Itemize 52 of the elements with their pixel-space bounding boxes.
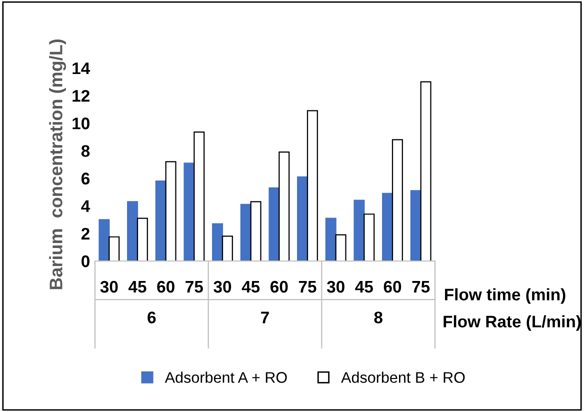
x-tick-label: 60 [384,280,402,293]
x-axis-title: Flow time (min) [445,288,566,304]
bar [194,132,205,261]
x-tick-label: 45 [128,281,146,293]
text: 6 [148,312,156,324]
x-tick-label: 30 [326,280,344,293]
bar [155,180,166,261]
bar [354,200,365,261]
x-tick-label: 30 [214,280,232,293]
bar [212,223,224,261]
x-tick-label: 75 [412,281,430,293]
y-tick-label: 6 [81,172,90,184]
text: 8 [374,312,382,324]
bar [108,236,120,261]
y-tick-label: 0 [82,255,90,268]
x-tick-label: 75 [186,281,203,293]
y-tick-label: 4 [81,200,90,212]
bar [165,161,176,261]
bar [325,218,336,261]
bar [306,110,318,261]
bar [222,236,233,261]
bar [250,201,262,261]
bar [382,192,394,261]
bar [184,162,195,261]
bar [392,139,403,261]
y-tick-label: 12 [72,90,90,102]
x-tick-label: 45 [242,281,260,293]
bar [240,204,252,261]
legend-label: Adsorbent B + RO [341,372,465,383]
bar [98,219,110,261]
y-tick-label: 10 [72,118,90,130]
bar [136,218,148,261]
text: Flow Rate (L/min) [444,315,581,331]
bar [278,152,290,261]
bar [127,201,138,261]
bar [297,176,308,261]
y-tick-label: 2 [81,228,90,240]
bar [268,187,280,261]
y-axis-title: Barium concentration (mg/L) [49,39,66,290]
x-tick-label: 45 [355,281,373,293]
x-tick-label: 75 [298,281,316,293]
x-tick-label: 60 [270,280,288,293]
y-tick-label: 8 [81,145,90,157]
x-tick-label: 60 [157,280,174,293]
bar [420,81,432,261]
x-tick-label: 30 [100,280,118,293]
legend-label: Adsorbent A + RO [164,372,287,383]
bar [335,234,346,261]
bar [410,190,422,261]
bar [364,214,375,261]
text: 7 [261,312,269,324]
y-tick-label: 14 [72,62,90,74]
